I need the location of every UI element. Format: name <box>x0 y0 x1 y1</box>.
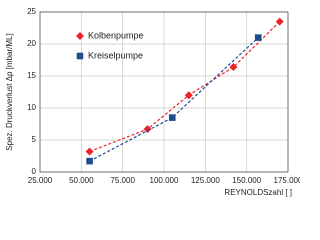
point <box>275 17 284 26</box>
y-axis-label: Spez. Druckverlust Δp [mbar/ML] <box>5 33 14 150</box>
point <box>184 91 193 100</box>
chart: Spez. Druckverlust Δp [mbar/ML] REYNOLDS… <box>5 7 300 197</box>
legend-marker <box>76 32 84 40</box>
y-tick-label: 20 <box>27 39 36 48</box>
point <box>85 147 94 156</box>
trend-line <box>89 37 259 162</box>
legend-label: Kreiselpumpe <box>88 50 143 60</box>
y-tick-label: 10 <box>27 103 36 112</box>
y-tick-label: 15 <box>27 71 36 80</box>
legend-marker <box>76 52 84 60</box>
trend-line <box>89 21 281 153</box>
point <box>143 125 152 134</box>
y-tick-label: 0 <box>32 167 37 176</box>
plot-frame <box>39 11 289 173</box>
x-tick-label: 75.000 <box>110 176 135 185</box>
y-tick-label: 25 <box>27 7 36 16</box>
y-tick-label: 5 <box>32 135 37 144</box>
x-tick-label: 175.000 <box>274 176 300 185</box>
legend-label: Kolbenpumpe <box>88 30 144 40</box>
point <box>86 157 93 165</box>
point <box>168 114 176 121</box>
x-tick-label: 50.000 <box>69 176 94 185</box>
point <box>254 34 262 41</box>
x-tick-label: 150.000 <box>232 176 261 185</box>
x-tick-label: 100.000 <box>150 176 179 185</box>
x-tick-label: 25.000 <box>28 176 53 185</box>
point <box>229 63 238 72</box>
x-tick-label: 125.000 <box>191 176 220 185</box>
x-axis-label: REYNOLDSzahl [ ] <box>224 188 292 197</box>
